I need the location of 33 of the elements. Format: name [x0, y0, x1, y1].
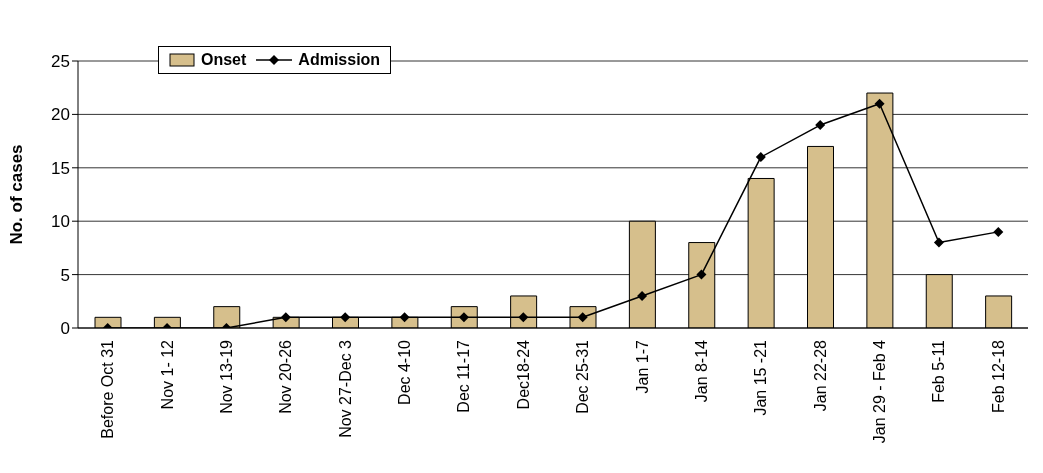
x-tick-label: Nov 1- 12	[158, 339, 176, 410]
x-tick-label: Nov 27-Dec 3	[336, 339, 354, 438]
x-tick-label: Dec 11-17	[455, 339, 473, 413]
x-tick-label: Dec18-24	[514, 339, 532, 410]
y-tick-label: 5	[60, 265, 70, 285]
x-tick-label: Nov 20-26	[277, 339, 295, 414]
legend-label: Onset	[201, 51, 247, 69]
x-tick-label: Nov 13-19	[217, 339, 235, 414]
x-tick-label: Jan 29 - Feb 4	[871, 339, 889, 444]
x-tick-label: Before Oct 31	[99, 339, 117, 439]
point	[755, 152, 766, 163]
y-tick-label: 20	[51, 105, 70, 125]
y-axis-title: No. of cases	[7, 144, 27, 245]
y-tick-label: 15	[51, 158, 70, 178]
x-tick-label: Jan 8-14	[692, 339, 710, 403]
x-tick-label: Jan 1-7	[633, 339, 651, 394]
point	[696, 269, 707, 280]
point	[518, 312, 529, 323]
x-tick-label: Feb 12-18	[989, 339, 1007, 413]
x-tick-label: Jan 15 -21	[752, 339, 770, 416]
y-tick-label: 10	[51, 212, 70, 232]
legend-label: Admission	[298, 51, 381, 69]
point	[993, 226, 1004, 237]
x-tick-label: Feb 5-11	[930, 339, 948, 403]
y-tick-label: 25	[51, 52, 70, 72]
point	[815, 120, 826, 131]
point	[933, 237, 944, 248]
point	[874, 98, 885, 109]
x-tick-label: Jan 22-28	[811, 339, 829, 412]
x-tick-label: Dec 25-31	[574, 339, 592, 414]
x-tick-label: Dec 4-10	[396, 339, 414, 405]
y-tick-label: 0	[60, 319, 70, 339]
point	[637, 290, 648, 301]
